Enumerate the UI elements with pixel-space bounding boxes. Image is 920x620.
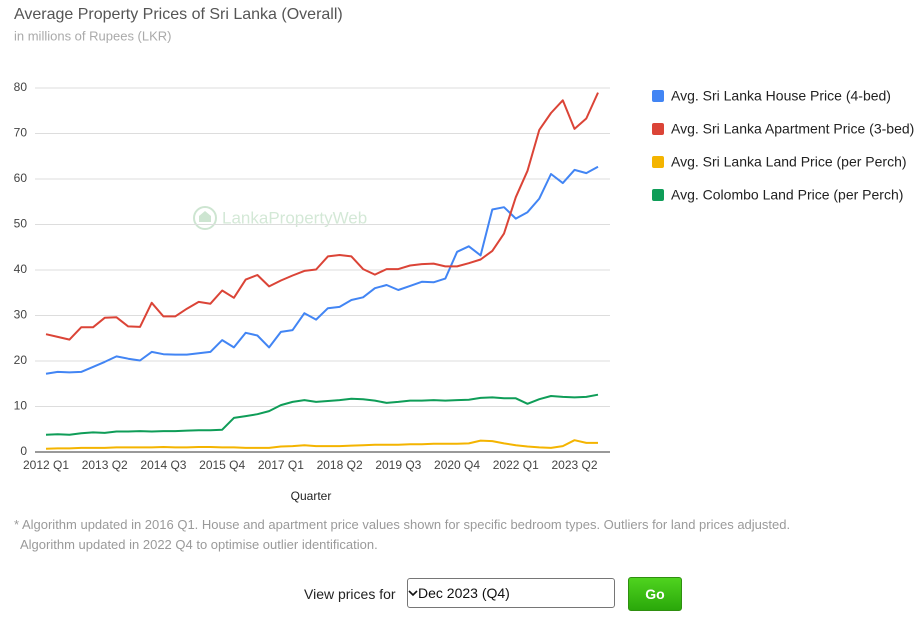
y-tick-label: 20 <box>14 353 28 367</box>
y-tick-label: 60 <box>14 171 28 185</box>
legend-label: Avg. Colombo Land Price (per Perch) <box>671 187 903 203</box>
go-button[interactable]: Go <box>628 577 682 611</box>
chart-subtitle: in millions of Rupees (LKR) <box>14 28 172 43</box>
y-tick-label: 50 <box>14 217 28 231</box>
series-line <box>45 165 599 375</box>
footnote: Algorithm updated in 2022 Q4 to optimise… <box>20 537 378 552</box>
footnote: * Algorithm updated in 2016 Q1. House an… <box>14 517 791 532</box>
x-tick-label: 2019 Q3 <box>375 458 421 472</box>
y-tick-label: 40 <box>14 262 28 276</box>
chart-title: Average Property Prices of Sri Lanka (Ov… <box>14 6 343 23</box>
select-arrow <box>408 590 418 597</box>
series-line <box>45 439 598 450</box>
x-tick-label: 2017 Q1 <box>258 458 304 472</box>
y-tick-label: 0 <box>20 444 27 458</box>
x-tick-label: 2012 Q1 <box>23 458 69 472</box>
x-tick-label: 2020 Q4 <box>434 458 480 472</box>
x-tick-label: 2013 Q2 <box>82 458 128 472</box>
x-tick-label: 2015 Q4 <box>199 458 245 472</box>
x-tick-label: 2022 Q1 <box>493 458 539 472</box>
legend-label: Avg. Sri Lanka House Price (4-bed) <box>671 88 891 104</box>
legend-label: Avg. Sri Lanka Land Price (per Perch) <box>671 154 907 170</box>
legend-swatch <box>652 156 664 168</box>
series-line <box>45 92 599 341</box>
quarter-select[interactable]: Dec 2023 (Q4) <box>407 578 615 608</box>
chart: Average Property Prices of Sri Lanka (Ov… <box>14 6 915 503</box>
legend-swatch <box>652 189 664 201</box>
watermark-logo <box>193 206 217 230</box>
watermark: LankaPropertyWeb <box>222 208 367 227</box>
x-tick-label: 2023 Q2 <box>551 458 597 472</box>
y-tick-label: 10 <box>14 399 28 413</box>
y-tick-label: 70 <box>14 126 28 140</box>
series-line <box>45 393 599 436</box>
legend-swatch <box>652 123 664 135</box>
legend-swatch <box>652 90 664 102</box>
x-tick-label: 2018 Q2 <box>317 458 363 472</box>
x-tick-label: 2014 Q3 <box>140 458 186 472</box>
y-tick-label: 30 <box>14 308 28 322</box>
selected-option: Dec 2023 (Q4) <box>418 585 510 601</box>
y-tick-label: 80 <box>14 80 28 94</box>
control-label: View prices for <box>304 586 396 602</box>
x-axis-title: Quarter <box>291 489 332 503</box>
legend-label: Avg. Sri Lanka Apartment Price (3-bed) <box>671 121 914 137</box>
